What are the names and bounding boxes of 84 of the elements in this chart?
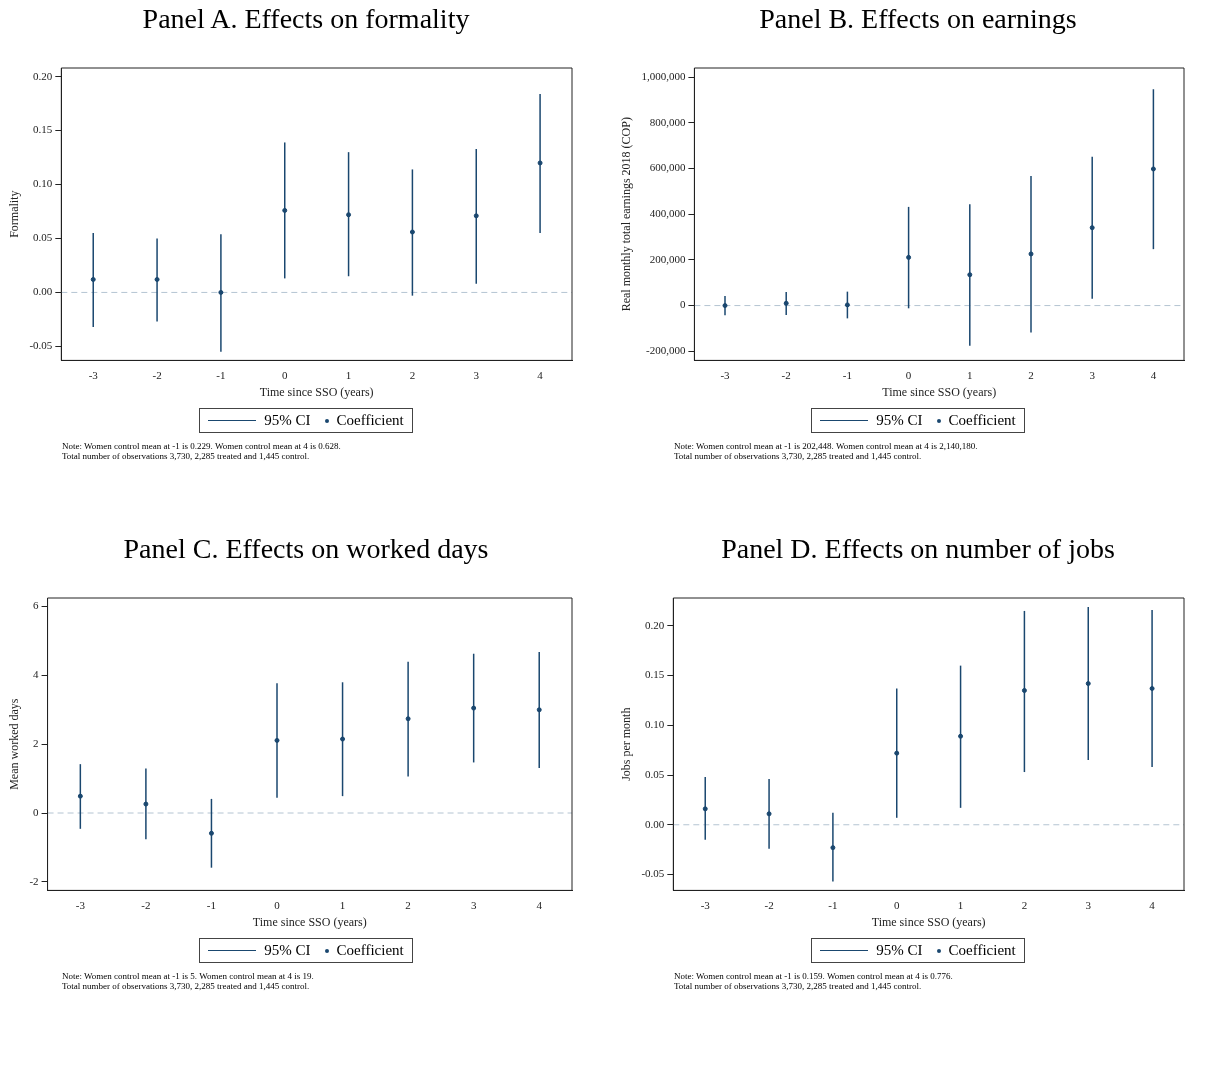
y-tick-label: 4 bbox=[33, 668, 40, 681]
x-tick-label: 3 bbox=[473, 368, 480, 381]
chart-title: Panel B. Effects on earnings bbox=[758, 2, 1078, 36]
x-tick-label: -2 bbox=[141, 898, 151, 911]
x-tick-label: 2 bbox=[1021, 898, 1028, 911]
x-tick-label: 2 bbox=[405, 898, 411, 911]
x-axis-title: Time since SSO (years) bbox=[252, 914, 367, 929]
y-tick-label: 800,000 bbox=[649, 115, 686, 128]
y-axis-title: Mean worked days bbox=[7, 698, 22, 790]
x-tick-label: 4 bbox=[1150, 368, 1157, 381]
x-tick-label: 2 bbox=[409, 368, 416, 381]
x-tick-label: 1 bbox=[957, 898, 964, 911]
text: Note: Women control mean at -1 is 5. Women control mean at 4 is 19. bbox=[62, 971, 315, 981]
chart-title: Panel A. Effects on formality bbox=[141, 2, 471, 36]
x-tick-label: -1 bbox=[842, 368, 852, 381]
x-tick-label: -3 bbox=[700, 898, 711, 911]
y-tick-label: 1,000,000 bbox=[641, 70, 686, 83]
x-tick-label: -2 bbox=[781, 368, 791, 381]
y-tick-label: 6 bbox=[33, 599, 40, 612]
text: Note: Women control mean at -1 is 0.159. Women control mean at 4 is 0.776. bbox=[674, 971, 954, 981]
x-tick-label: 0 bbox=[281, 368, 288, 381]
y-tick-label: -200,000 bbox=[645, 344, 686, 357]
x-tick-label: -2 bbox=[152, 368, 162, 381]
y-tick-label: 0.00 bbox=[645, 817, 665, 830]
text: Total number of observations 3,730, 2,285 treated and 1,445 control. bbox=[674, 981, 923, 991]
legend-label: Coefficient bbox=[336, 942, 404, 959]
y-tick-label: 0.15 bbox=[33, 123, 53, 136]
y-tick-label: 0.05 bbox=[33, 231, 53, 244]
x-tick-label: 2 bbox=[1028, 368, 1034, 381]
y-tick-label: 0.10 bbox=[645, 718, 665, 731]
y-axis-title: Real monthly total earnings 2018 (COP) bbox=[619, 117, 634, 312]
x-tick-label: 3 bbox=[470, 898, 477, 911]
y-tick-label: 0.20 bbox=[645, 618, 665, 631]
x-tick-label: 3 bbox=[1085, 898, 1092, 911]
y-tick-label: 400,000 bbox=[649, 207, 686, 220]
text: 95% CI bbox=[264, 412, 311, 429]
text: Total number of observations 3,730, 2,285 treated and 1,445 control. bbox=[62, 451, 311, 461]
x-axis-title: Time since SSO (years) bbox=[259, 384, 374, 399]
x-tick-label: -1 bbox=[206, 898, 217, 911]
y-tick-label: -0.05 bbox=[29, 339, 53, 352]
text: 95% CI bbox=[876, 412, 923, 429]
x-tick-label: 4 bbox=[537, 368, 544, 381]
text: Note: Women control mean at -1 is 0.229. Women control mean at 4 is 0.628. bbox=[62, 441, 342, 451]
x-tick-label: 1 bbox=[339, 898, 346, 911]
text: Note: Women control mean at -1 is 202,448. Women control mean at 4 is 2,140,180. bbox=[674, 441, 979, 451]
x-tick-label: -1 bbox=[828, 898, 838, 911]
y-tick-label: 0 bbox=[33, 805, 40, 818]
x-tick-label: -3 bbox=[720, 368, 731, 381]
x-tick-label: 4 bbox=[1149, 898, 1156, 911]
y-tick-label: 0.15 bbox=[645, 668, 665, 681]
y-axis-title: Jobs per month bbox=[619, 707, 634, 781]
x-axis-title: Time since SSO (years) bbox=[882, 384, 997, 399]
x-tick-label: -1 bbox=[216, 368, 226, 381]
x-axis-title: Time since SSO (years) bbox=[871, 914, 986, 929]
x-tick-label: -3 bbox=[88, 368, 99, 381]
x-tick-label: 0 bbox=[905, 368, 912, 381]
x-tick-label: 3 bbox=[1089, 368, 1096, 381]
x-tick-label: 0 bbox=[274, 898, 281, 911]
x-tick-label: -2 bbox=[764, 898, 774, 911]
y-tick-label: 0.20 bbox=[33, 69, 53, 82]
text: 95% CI bbox=[876, 942, 923, 959]
y-tick-label: 200,000 bbox=[649, 252, 686, 265]
text: Total number of observations 3,730, 2,285 treated and 1,445 control. bbox=[674, 451, 923, 461]
y-tick-label: 600,000 bbox=[649, 161, 686, 174]
y-tick-label: -0.05 bbox=[641, 867, 665, 880]
x-tick-label: 1 bbox=[345, 368, 352, 381]
y-tick-label: 0 bbox=[679, 298, 686, 311]
y-tick-label: 0.10 bbox=[33, 177, 53, 190]
text: Total number of observations 3,730, 2,285 treated and 1,445 control. bbox=[62, 981, 311, 991]
x-tick-label: -3 bbox=[75, 898, 86, 911]
x-tick-label: 4 bbox=[536, 898, 543, 911]
y-tick-label: 0.00 bbox=[33, 285, 53, 298]
chart-title: Panel C. Effects on worked days bbox=[122, 532, 490, 566]
legend-label: Coefficient bbox=[948, 942, 1016, 959]
y-axis-title: Formality bbox=[7, 190, 22, 238]
x-tick-label: 1 bbox=[967, 368, 973, 381]
y-tick-label: 2 bbox=[33, 737, 39, 750]
legend-label: Coefficient bbox=[948, 412, 1016, 429]
y-tick-label: -2 bbox=[29, 874, 39, 887]
chart-title: Panel D. Effects on number of jobs bbox=[720, 532, 1116, 566]
x-tick-label: 0 bbox=[893, 898, 900, 911]
legend-label: Coefficient bbox=[336, 412, 404, 429]
text: 95% CI bbox=[264, 942, 311, 959]
y-tick-label: 0.05 bbox=[645, 767, 665, 780]
